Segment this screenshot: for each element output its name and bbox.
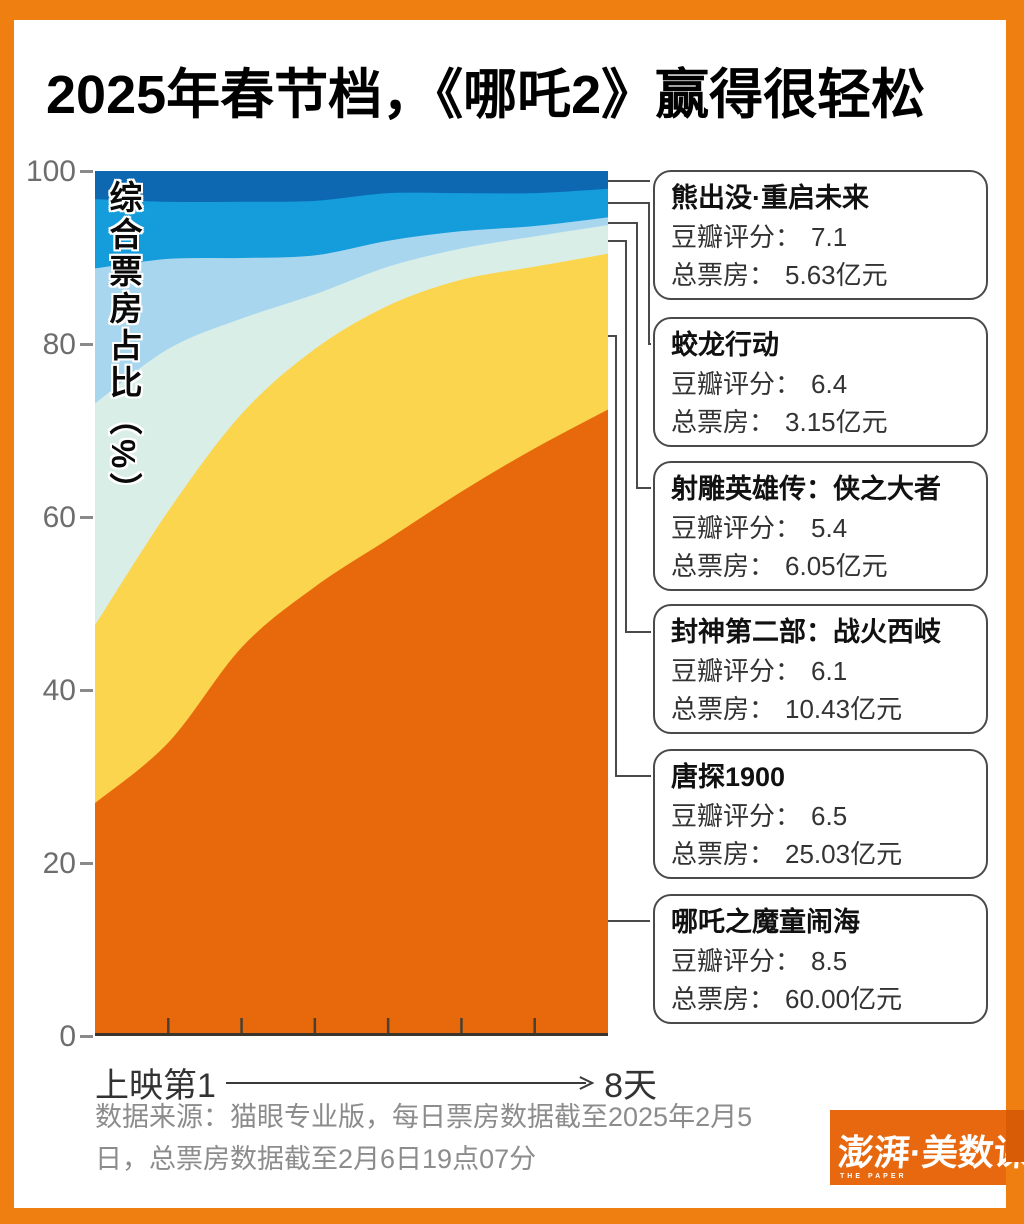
y-tick-mark: [80, 343, 93, 346]
annotation-box-tangtan: 唐探1900 豆瓣评分： 6.5 总票房： 25.03亿元: [653, 749, 988, 879]
y-tick-label: 100: [25, 155, 76, 188]
y-tick-label: 60: [42, 501, 76, 534]
douban-rating: 豆瓣评分： 5.4: [671, 513, 848, 543]
data-source-line1: 数据来源：猫眼专业版，每日票房数据截至2025年2月5: [95, 1102, 753, 1132]
y-tick-label: 0: [59, 1020, 76, 1053]
publisher-logo: 澎湃·美数课 THE PAPER: [830, 1110, 1024, 1185]
movie-title: 蛟龙行动: [671, 330, 779, 360]
total-box-office: 总票房： 60.00亿元: [671, 984, 903, 1014]
movie-title: 熊出没·重启未来: [671, 183, 869, 213]
annotation-box-nezha: 哪吒之魔童闹海 豆瓣评分： 8.5 总票房： 60.00亿元: [653, 894, 988, 1024]
douban-rating: 豆瓣评分： 7.1: [671, 222, 848, 252]
total-box-office: 总票房： 25.03亿元: [671, 839, 903, 869]
data-source-line2: 日，总票房数据截至2月6日19点07分: [95, 1144, 537, 1174]
y-tick-label: 20: [42, 847, 76, 880]
y-tick-mark: [80, 516, 93, 519]
movie-title: 射雕英雄传：侠之大者: [671, 474, 941, 504]
data-source-note: 数据来源：猫眼专业版，每日票房数据截至2025年2月5 日，总票房数据截至2月6…: [95, 1096, 795, 1180]
movie-title: 封神第二部：战火西岐: [671, 617, 941, 647]
y-axis-title: 综合票房占比（%）: [105, 180, 142, 510]
total-box-office: 总票房： 10.43亿元: [671, 694, 903, 724]
annotation-box-shediao: 射雕英雄传：侠之大者 豆瓣评分： 5.4 总票房： 6.05亿元: [653, 461, 988, 591]
x-axis-start-label: 上映第1: [95, 1067, 216, 1105]
douban-rating: 豆瓣评分： 6.4: [671, 369, 848, 399]
annotation-box-jiaolong: 蛟龙行动 豆瓣评分： 6.4 总票房： 3.15亿元: [653, 317, 988, 447]
total-box-office: 总票房： 6.05亿元: [671, 551, 888, 581]
y-tick-mark: [80, 170, 93, 173]
douban-rating: 豆瓣评分： 8.5: [671, 946, 848, 976]
publisher-logo-subtext: THE PAPER: [840, 1173, 907, 1180]
y-tick-mark: [80, 862, 93, 865]
y-tick-mark: [80, 689, 93, 692]
movie-title: 哪吒之魔童闹海: [671, 907, 860, 937]
total-box-office: 总票房： 5.63亿元: [671, 260, 888, 290]
annotation-box-fengshen: 封神第二部：战火西岐 豆瓣评分： 6.1 总票房： 10.43亿元: [653, 604, 988, 734]
right-arrow-icon: [225, 1075, 595, 1090]
area-band-5: [95, 171, 608, 203]
douban-rating: 豆瓣评分： 6.1: [671, 656, 848, 686]
douban-rating: 豆瓣评分： 6.5: [671, 801, 848, 831]
movie-title: 唐探1900: [671, 762, 786, 792]
annotation-box-xiongchumo: 熊出没·重启未来 豆瓣评分： 7.1 总票房： 5.63亿元: [653, 170, 988, 300]
y-tick-label: 40: [42, 674, 76, 707]
total-box-office: 总票房： 3.15亿元: [671, 407, 888, 437]
stacked-area-chart: [95, 171, 608, 1036]
x-axis-caption: 上映第1 8天: [95, 1058, 657, 1107]
y-tick-label: 80: [42, 328, 76, 361]
publisher-logo-text: 澎湃·美数课: [836, 1132, 1024, 1173]
logo-corner-accent: [1006, 1110, 1024, 1162]
x-axis-end-label: 8天: [604, 1067, 657, 1105]
page-title: 2025年春节档，《哪吒2》赢得很轻松: [46, 65, 926, 125]
y-tick-mark: [80, 1035, 93, 1038]
